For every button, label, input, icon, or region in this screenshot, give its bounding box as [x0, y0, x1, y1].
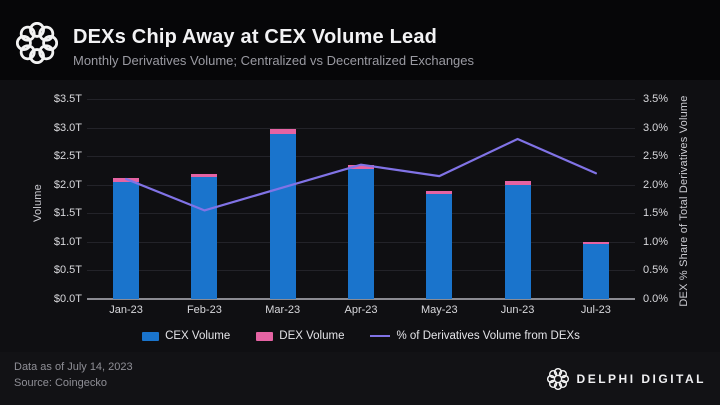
dex-share-line-layer — [124, 137, 597, 212]
gridline — [87, 127, 635, 129]
gridline — [87, 156, 635, 158]
chart-section: Volume DEX % Share of Total Derivatives … — [0, 80, 720, 352]
x-axis-label-jun-23: Jun-23 — [500, 304, 535, 316]
x-axis-labels: Jan-23 Feb-23 Mar-23 Apr-23 May-23 Jun-23 Jul-… — [87, 304, 635, 318]
legend-item-dex-share_line[interactable]: % of Derivatives Volume from DEXs — [370, 330, 580, 342]
legend-swatch-cex-bar — [142, 331, 160, 341]
source-note: Source: Coingecko — [14, 377, 107, 389]
x-axis-label-feb-23: Feb-23 — [186, 304, 222, 316]
bar-segment-cex-jan-23[interactable] — [113, 181, 140, 299]
legend-swatch-dex-share_line — [370, 335, 391, 337]
bar-segment-cex-mar-23[interactable] — [269, 133, 296, 299]
right-axis-tick-label: 2.0% — [643, 178, 669, 191]
left-axis-tick-label: $1.0T — [53, 235, 82, 248]
right-axis-tick-label: 1.0% — [643, 235, 669, 248]
bar-segment-dex-may-23[interactable] — [426, 190, 453, 194]
x-axis-label-mar-23: Mar-23 — [265, 304, 301, 316]
x-axis-label-may-23: May-23 — [420, 304, 458, 316]
left-axis-ticks: $3.5T $3.0T $2.5T $2.0T $1.5T $1.0T $0.5T $0.0T — [34, 93, 82, 305]
bar-segment-cex-may-23[interactable] — [426, 193, 453, 299]
footer: Data as of July 14, 2023 Source: Coingec… — [0, 352, 720, 405]
right-axis-tick-label: 3.5% — [643, 93, 669, 105]
right-axis-tick-label: 0.0% — [643, 293, 669, 305]
bar-segment-cex-jun-23[interactable] — [504, 185, 531, 299]
legend: CEX Volume DEX Volume % of Derivatives Vol… — [87, 327, 635, 345]
x-axis-label-apr-23: Apr-23 — [344, 304, 378, 316]
brand-wordmark: DELPHI DIGITAL — [576, 371, 706, 386]
bar-segment-dex-jun-23[interactable] — [504, 180, 531, 186]
delphi-logo-icon-small — [546, 367, 569, 390]
bar-segment-dex-jul-23[interactable] — [582, 242, 609, 244]
left-axis-tick-label: $2.5T — [53, 150, 82, 163]
x-axis-label-jan-23: Jan-23 — [109, 304, 143, 316]
delphi-logo-icon — [16, 22, 58, 64]
right-axis-tick-label: 1.5% — [643, 207, 669, 220]
left-axis-tick-label: $3.0T — [53, 121, 82, 134]
legend-label: DEX Volume — [279, 330, 345, 342]
data-as-of-note: Data as of July 14, 2023 — [14, 361, 133, 373]
right-axis-tick-label: 0.5% — [643, 264, 669, 277]
left-axis-tick-label: $0.5T — [53, 264, 82, 277]
left-axis-tick-label: $3.5T — [53, 93, 82, 105]
plot-area — [87, 99, 635, 300]
x-axis-line — [87, 298, 635, 300]
bar-segment-dex-mar-23[interactable] — [269, 128, 296, 134]
chart-subtitle: Monthly Derivatives Volume; Centralized … — [73, 53, 475, 68]
left-axis-tick-label: $1.5T — [53, 207, 82, 220]
left-axis-tick-label: $0.0T — [53, 293, 82, 305]
right-axis-tick-label: 3.0% — [643, 121, 669, 134]
bar-segment-dex-feb-23[interactable] — [191, 173, 218, 178]
dex-share-line[interactable] — [124, 137, 597, 212]
right-axis-ticks: 3.5% 3.0% 2.5% 2.0% 1.5% 1.0% 0.5% 0.0% — [643, 93, 687, 305]
legend-label: % of Derivatives Volume from DEXs — [396, 330, 580, 342]
left-axis-tick-label: $2.0T — [53, 178, 82, 191]
x-axis-label-jul-23: Jul-23 — [580, 304, 611, 316]
footer-notes: Data as of July 14, 2023 Source: Coingec… — [14, 359, 133, 391]
brand: DELPHI DIGITAL — [546, 352, 706, 405]
legend-item-dex-bar[interactable]: DEX Volume — [256, 330, 344, 342]
legend-item-cex-bar[interactable]: CEX Volume — [142, 330, 230, 342]
legend-swatch-dex-bar — [256, 331, 274, 341]
gridline — [87, 99, 635, 100]
bar-segment-cex-apr-23[interactable] — [348, 168, 374, 299]
right-axis-tick-label: 2.5% — [643, 150, 669, 163]
bar-segment-cex-jul-23[interactable] — [582, 243, 609, 299]
bar-segment-cex-feb-23[interactable] — [191, 177, 218, 299]
header: DEXs Chip Away at CEX Volume Lead Monthl… — [0, 0, 720, 80]
chart-title: DEXs Chip Away at CEX Volume Lead — [73, 26, 438, 48]
bar-segment-dex-apr-23[interactable] — [348, 165, 374, 169]
legend-label: CEX Volume — [165, 330, 231, 342]
